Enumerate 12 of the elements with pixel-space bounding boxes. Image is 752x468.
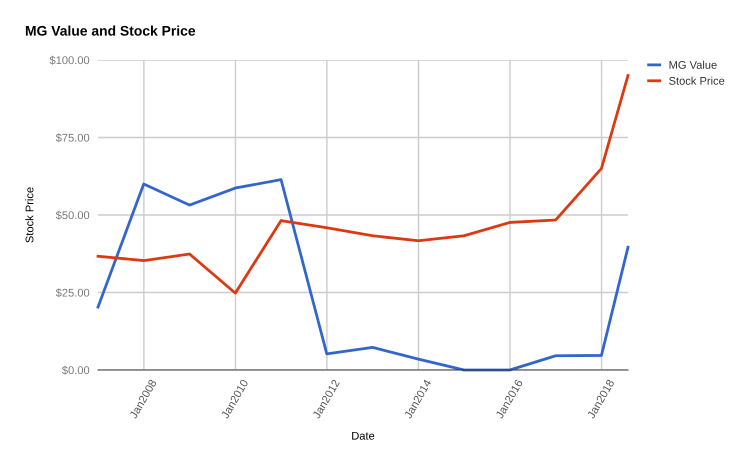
- line-series: [96, 178, 630, 372]
- y-tick-label: $25.00: [56, 288, 90, 298]
- legend-label: MG Value: [670, 60, 717, 69]
- legend-label: Stock Price: [669, 76, 724, 85]
- y-axis-title: Stock Price: [25, 187, 34, 243]
- y-tick-label: $100.00: [50, 56, 90, 65]
- chart-title: MG Value and Stock Price: [26, 26, 196, 36]
- y-tick-label: $0.00: [62, 366, 90, 375]
- x-axis-title: Date: [352, 432, 374, 440]
- y-tick-label: $75.00: [56, 133, 90, 142]
- y-tick-label: $50.00: [56, 210, 90, 220]
- line-series: [96, 74, 630, 295]
